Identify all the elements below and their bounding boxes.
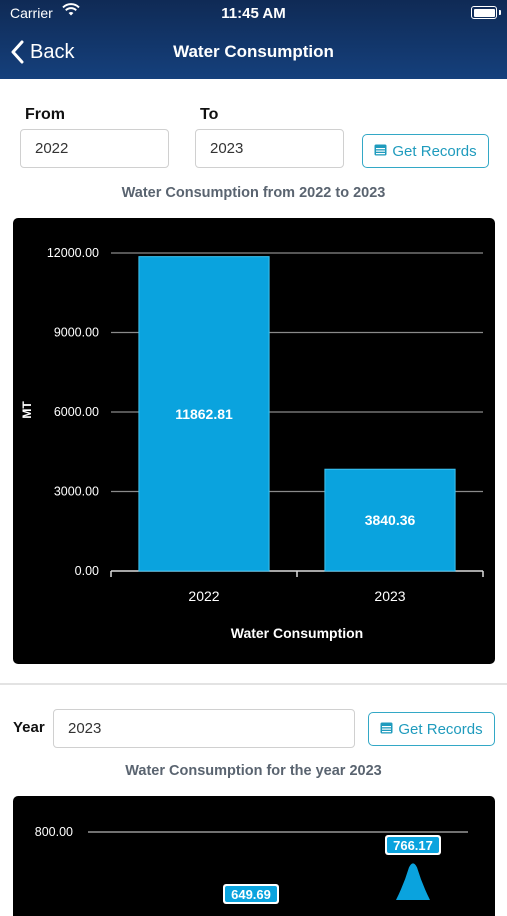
wifi-icon (62, 3, 80, 22)
y-tick-label: 0.00 (75, 564, 99, 578)
year-label: Year (13, 719, 45, 736)
area-chart-svg: 800.00 649.69 766.17 (35, 825, 468, 904)
area-series (396, 863, 430, 900)
back-button[interactable]: Back (10, 37, 74, 67)
area-value-label-1: 649.69 (231, 887, 271, 902)
bar-value-label: 3840.36 (365, 512, 416, 528)
y-axis-title: MT (20, 401, 34, 419)
battery-icon (471, 6, 497, 19)
consumption-range-chart: 0.00 3000.00 6000.00 9000.00 12000.00 11862.8… (13, 218, 495, 664)
carrier-label: Carrier (10, 5, 53, 21)
chevron-left-icon (11, 40, 24, 64)
from-label: From (25, 106, 65, 123)
calendar-icon (374, 143, 387, 160)
bar-2023[interactable] (324, 468, 456, 572)
area-value-label-2: 766.17 (393, 838, 433, 853)
consumption-year-chart: 800.00 649.69 766.17 (13, 796, 495, 916)
y-tick-label: 6000.00 (54, 405, 99, 419)
chart-title: Water Consumption from 2022 to 2023 (121, 185, 386, 201)
chart-title-year: Water Consumption for the year 2023 (125, 763, 382, 779)
section-divider (0, 683, 507, 685)
x-tick-label: 2022 (188, 588, 219, 604)
page-title: Water Consumption (173, 42, 334, 61)
y-tick-label: 12000.00 (47, 246, 99, 260)
x-axis-title: Water Consumption (231, 625, 363, 641)
get-records-year-label: Get Records (398, 720, 483, 738)
get-records-button[interactable]: Get Records (362, 134, 489, 168)
area-value-label-2-fill (387, 837, 439, 853)
y-tick-label: 800.00 (35, 825, 73, 839)
x-tick-label: 2023 (374, 588, 405, 604)
to-label: To (200, 106, 219, 123)
bar-chart-svg: 0.00 3000.00 6000.00 9000.00 12000.00 11862.8… (20, 246, 484, 641)
bar-2022[interactable] (138, 256, 270, 572)
back-label: Back (30, 40, 75, 63)
year-input[interactable]: 2023 (53, 709, 355, 748)
battery-tip (499, 10, 501, 15)
status-bar: Carrier 11:45 AM (0, 0, 507, 28)
app-header: Carrier 11:45 AM Back Water Consumption (0, 0, 507, 79)
bar-value-label: 11862.81 (175, 406, 233, 422)
get-records-label: Get Records (392, 142, 477, 160)
calendar-icon (380, 721, 393, 738)
from-year-input[interactable]: 2022 (20, 129, 169, 168)
y-tick-label: 3000.00 (54, 485, 99, 499)
get-records-year-button[interactable]: Get Records (368, 712, 495, 746)
status-time: 11:45 AM (221, 5, 286, 22)
y-tick-label: 9000.00 (54, 326, 99, 340)
to-year-input[interactable]: 2023 (195, 129, 344, 168)
area-value-label-1-fill (225, 886, 277, 902)
